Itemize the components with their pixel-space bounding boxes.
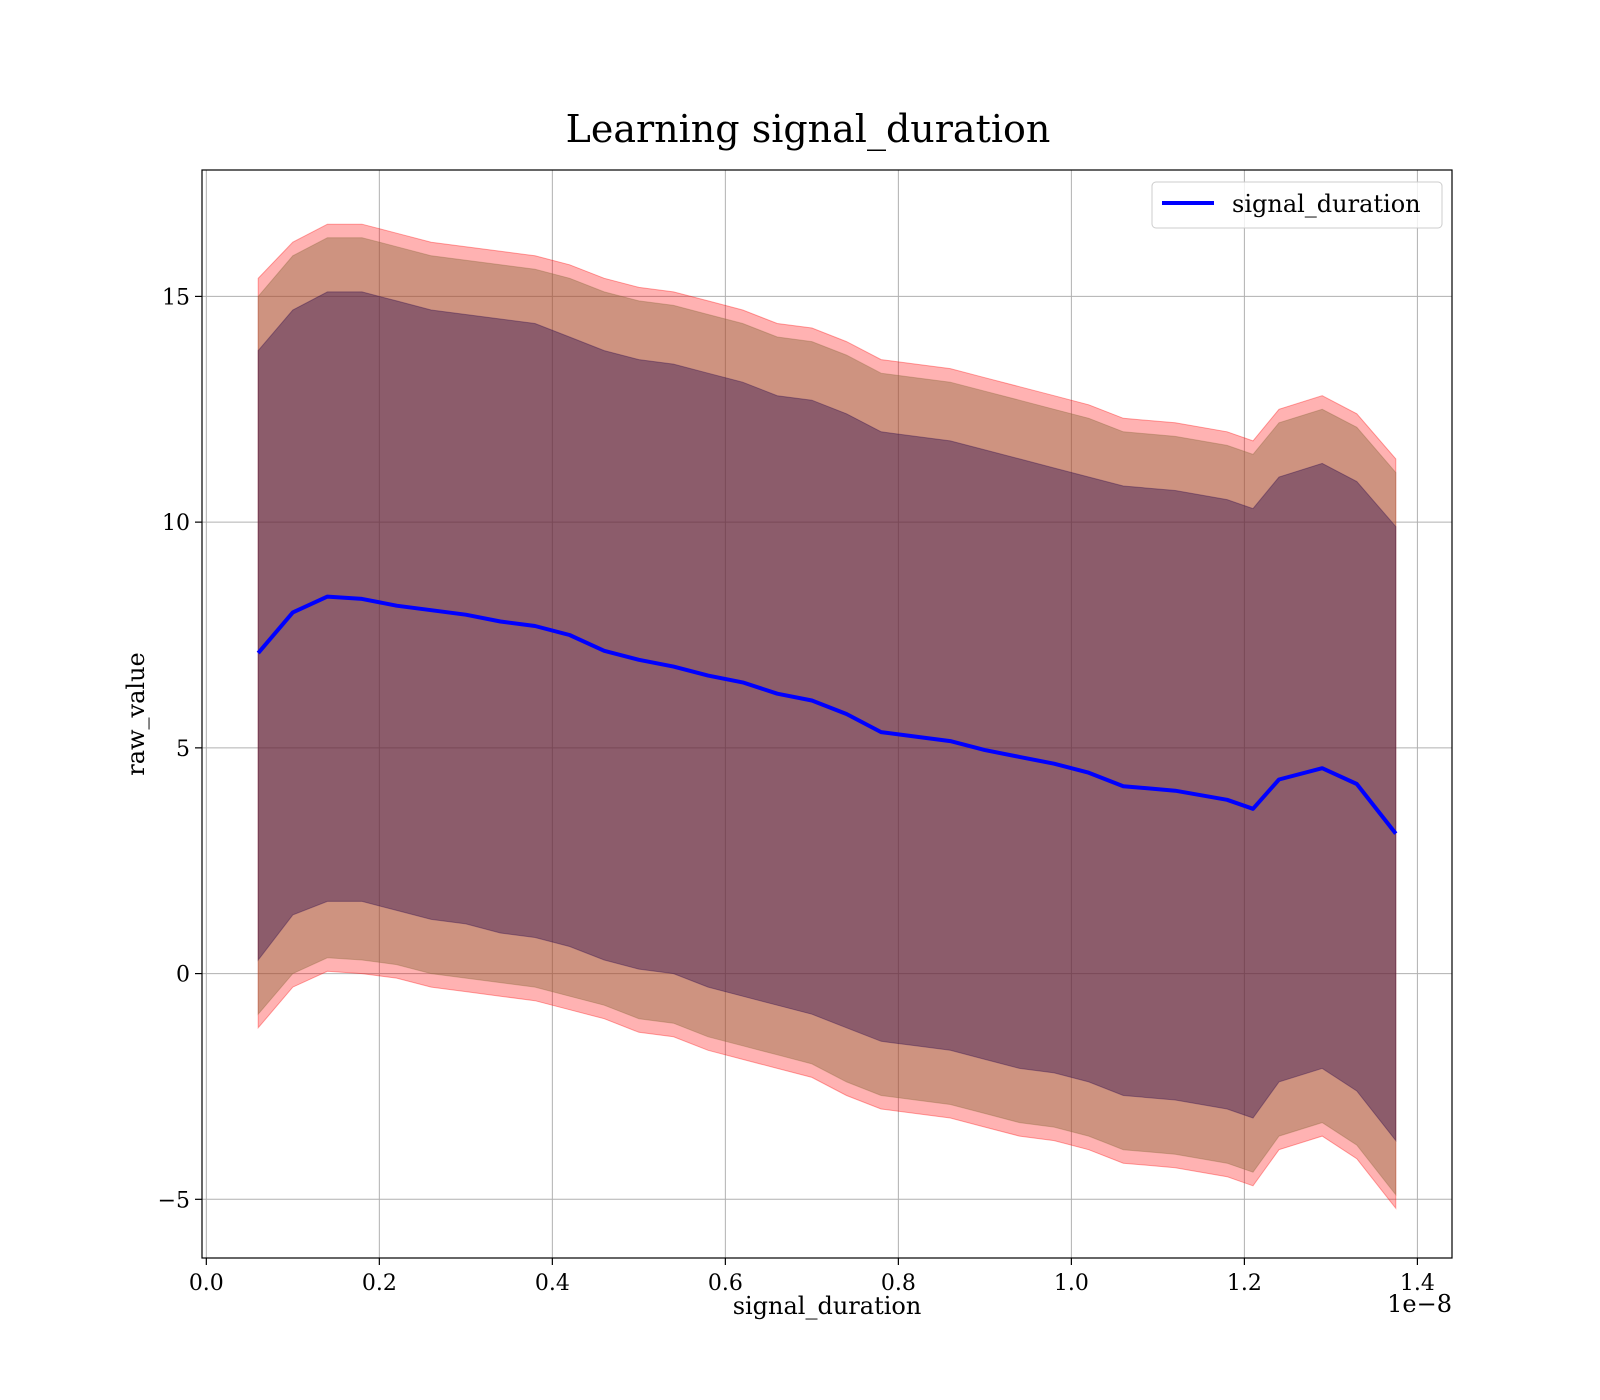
x-tick-label: 0.6: [708, 1271, 743, 1296]
y-tick-label: 5: [176, 737, 190, 762]
legend-box: [1151, 181, 1443, 229]
legend-label: signal_duration: [1232, 190, 1421, 218]
band-middle: [257, 237, 1397, 1197]
y-tick-label: −5: [158, 1188, 190, 1213]
confidence-bands: [257, 223, 1397, 1210]
chart-title: Learning signal_duration: [566, 107, 1051, 152]
x-tick-label: 1.4: [1400, 1271, 1435, 1296]
x-tick-label: 1.2: [1227, 1271, 1262, 1296]
y-tick-label: 10: [162, 511, 190, 536]
x-tick-label: 0.0: [189, 1271, 224, 1296]
x-tick-label: 1.0: [1054, 1271, 1089, 1296]
y-tick-label: 15: [162, 285, 190, 310]
series-lines: [256, 594, 1398, 835]
band-outer: [257, 223, 1397, 1210]
x-axis-label: signal_duration: [733, 1292, 922, 1320]
x-axis-offset-label: 1e−8: [1387, 1290, 1452, 1318]
x-tick-label: 0.2: [362, 1271, 397, 1296]
grid: [202, 170, 1452, 1258]
y-axis-ticks: −5 0 5 10 15: [158, 285, 202, 1213]
y-tick-label: 0: [176, 963, 190, 988]
series-line: [256, 594, 1398, 835]
x-tick-label: 0.4: [535, 1271, 570, 1296]
y-axis-label: raw_value: [122, 652, 150, 776]
x-tick-label: 0.8: [881, 1271, 916, 1296]
band-inner: [257, 291, 1397, 1143]
x-axis-ticks: 0.0 0.2 0.4 0.6 0.8 1.0 1.2 1.4: [189, 1258, 1435, 1296]
plot-frame: [201, 169, 1453, 1259]
legend: signal_duration: [1151, 181, 1443, 229]
